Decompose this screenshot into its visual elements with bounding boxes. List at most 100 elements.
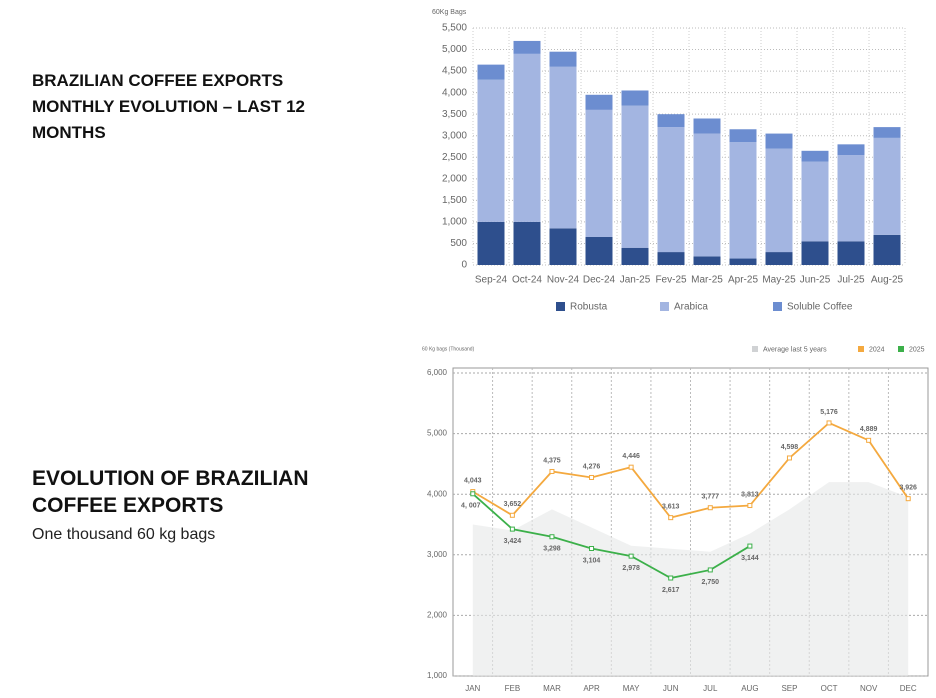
legend-label: Arabica xyxy=(674,302,708,313)
point xyxy=(668,515,674,521)
y-tick-label: 500 xyxy=(450,238,467,249)
x-tick-label: DEC xyxy=(900,684,917,693)
x-tick-label: Sep-24 xyxy=(475,275,508,286)
y-tick-label: 1,000 xyxy=(427,671,448,680)
line xyxy=(472,421,909,519)
bar-segment xyxy=(549,228,577,265)
bar-segment xyxy=(765,133,793,149)
value-label: 4,598 xyxy=(781,444,799,451)
bar-segment xyxy=(513,53,541,222)
value-label: 5,176 xyxy=(820,409,838,416)
x-tick-label: JUN xyxy=(663,684,679,693)
x-tick-label: Fev-25 xyxy=(655,275,687,286)
y-tick-label: 5,000 xyxy=(427,429,448,438)
value-label: 3,298 xyxy=(543,546,561,553)
bar-segment xyxy=(657,252,685,265)
legend-swatch xyxy=(898,346,904,352)
y-axis-label: 60Kg Bags xyxy=(432,9,467,16)
bar-segment xyxy=(477,64,505,80)
chart-title: EVOLUTION OF BRAZILIAN COFFEE EXPORTS xyxy=(32,467,309,517)
value-label: 4,446 xyxy=(622,453,640,460)
bar-segment xyxy=(801,241,829,265)
x-tick-label: Nov-24 xyxy=(547,275,580,286)
legend-label: 2024 xyxy=(869,346,885,353)
y-tick-label: 5,500 xyxy=(442,23,467,34)
bar-segment xyxy=(873,234,901,265)
x-tick-label: Aug-25 xyxy=(871,275,904,286)
value-label: 2,750 xyxy=(702,579,720,586)
x-tick-label: NOV xyxy=(860,684,878,693)
bar-segment xyxy=(585,236,613,265)
x-tick-label: Apr-25 xyxy=(728,275,758,286)
legend-label: Average last 5 years xyxy=(763,346,827,353)
x-tick-label: Mar-25 xyxy=(691,275,723,286)
bar-segment xyxy=(477,221,505,265)
legend-swatch xyxy=(660,302,669,311)
point xyxy=(628,464,634,470)
bar-segment xyxy=(549,51,577,67)
bar-segment xyxy=(729,129,757,143)
bar-segment xyxy=(873,137,901,235)
x-tick-label: AUG xyxy=(741,684,758,693)
legend-label: Robusta xyxy=(570,302,608,313)
line xyxy=(472,493,751,579)
value-label: 2,978 xyxy=(622,565,640,572)
bar-segment xyxy=(837,155,865,242)
bar-segment xyxy=(657,127,685,253)
y-tick-label: 4,500 xyxy=(442,66,467,77)
y-tick-label: 3,000 xyxy=(427,550,448,559)
x-tick-label: Jun-25 xyxy=(800,275,831,286)
point xyxy=(589,545,595,551)
y-tick-label: 0 xyxy=(461,260,467,271)
bar-segment xyxy=(621,105,649,248)
x-tick-label: May-25 xyxy=(762,275,796,286)
bar-segment xyxy=(693,256,721,265)
legend-label: 2025 xyxy=(909,346,925,353)
y-tick-label: 6,000 xyxy=(427,368,448,377)
point xyxy=(549,468,555,474)
legend-label: Soluble Coffee xyxy=(787,302,853,313)
bar-segment xyxy=(585,109,613,237)
bar-segment xyxy=(729,258,757,265)
value-label: 3,144 xyxy=(741,555,759,562)
bar-segment xyxy=(873,127,901,138)
point xyxy=(826,420,832,426)
bar-segment xyxy=(513,40,541,54)
bar-segment xyxy=(765,252,793,265)
value-label: 3,813 xyxy=(741,491,759,498)
point xyxy=(786,455,792,461)
y-tick-label: 4,000 xyxy=(442,87,467,98)
legend-swatch xyxy=(752,346,758,352)
x-tick-label: JUL xyxy=(703,684,718,693)
x-tick-label: Dec-24 xyxy=(583,275,616,286)
y-tick-label: 1,000 xyxy=(442,217,467,228)
x-tick-label: APR xyxy=(583,684,600,693)
value-label: 4,375 xyxy=(543,457,561,464)
bar-segment xyxy=(657,114,685,128)
x-tick-label: Jan-25 xyxy=(620,275,651,286)
chart-subtitle: One thousand 60 kg bags xyxy=(32,526,216,543)
value-label: 3,424 xyxy=(504,538,522,545)
y-tick-label: 5,000 xyxy=(442,44,467,55)
y-tick-label: 4,000 xyxy=(427,489,448,498)
y-axis-label: 60 Kg bags (Thousand) xyxy=(422,346,475,352)
bar-segment xyxy=(801,161,829,242)
y-tick-label: 2,000 xyxy=(427,611,448,620)
point xyxy=(549,534,555,540)
point xyxy=(589,474,595,480)
value-label: 3,652 xyxy=(504,501,522,508)
y-tick-label: 2,500 xyxy=(442,152,467,163)
point xyxy=(628,553,634,559)
y-tick-label: 1,500 xyxy=(442,195,467,206)
bar-segment xyxy=(549,66,577,229)
legend-swatch xyxy=(773,302,782,311)
bar-segment xyxy=(585,94,613,110)
value-label: 4,889 xyxy=(860,426,878,433)
point xyxy=(866,437,872,443)
x-tick-label: MAY xyxy=(623,684,640,693)
value-label: 3,926 xyxy=(899,485,917,492)
bar-segment xyxy=(693,133,721,257)
y-tick-label: 3,000 xyxy=(442,130,467,141)
bar-segment xyxy=(837,144,865,156)
